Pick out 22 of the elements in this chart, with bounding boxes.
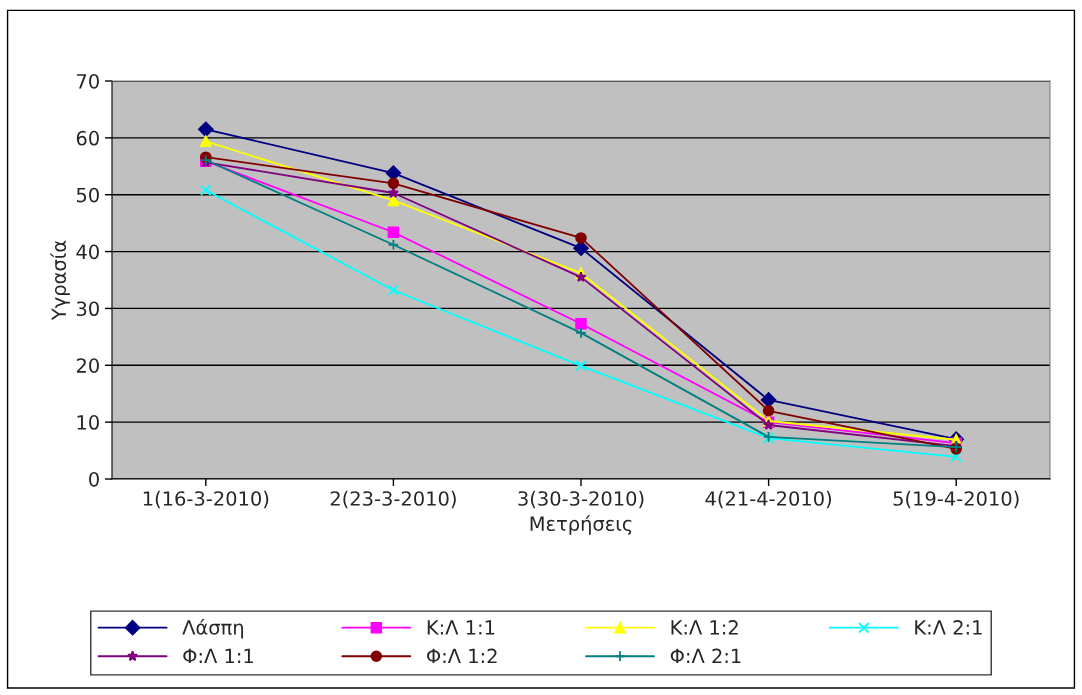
x-tick-label: 5(19-4-2010) (893, 490, 1019, 509)
y-tick-label: 0 (89, 471, 99, 487)
y-tick-label: 40 (76, 244, 99, 260)
y-tick-label: 50 (76, 187, 99, 203)
x-axis-title: Μετρήσεις (530, 515, 632, 535)
y-tick-label: 30 (76, 301, 99, 317)
legend-label: Λάσπη (182, 618, 243, 639)
legend-label: Φ:Λ 2:1 (670, 648, 741, 664)
y-tick-label: 10 (77, 415, 99, 430)
legend-label: Φ:Λ 1:2 (426, 648, 497, 664)
legend-label: Φ:Λ 1:1 (183, 648, 253, 664)
x-tick-label: 3(30-3-2010) (518, 490, 644, 509)
legend-label: Κ:Λ 2:1 (915, 620, 982, 635)
y-tick-label: 20 (76, 358, 99, 373)
x-tick-label: 2(23-3-2010) (330, 490, 456, 509)
legend-label: Κ:Λ 1:1 (427, 620, 495, 635)
y-axis-title: Υγρασία (50, 240, 70, 321)
x-tick-label: 1(16-3-2010) (143, 490, 269, 509)
legend-label: Κ:Λ 1:2 (671, 620, 738, 635)
y-tick-label: 60 (76, 130, 99, 146)
y-tick-label: 70 (77, 73, 99, 89)
x-tick-label: 4(21-4-2010) (705, 490, 832, 509)
